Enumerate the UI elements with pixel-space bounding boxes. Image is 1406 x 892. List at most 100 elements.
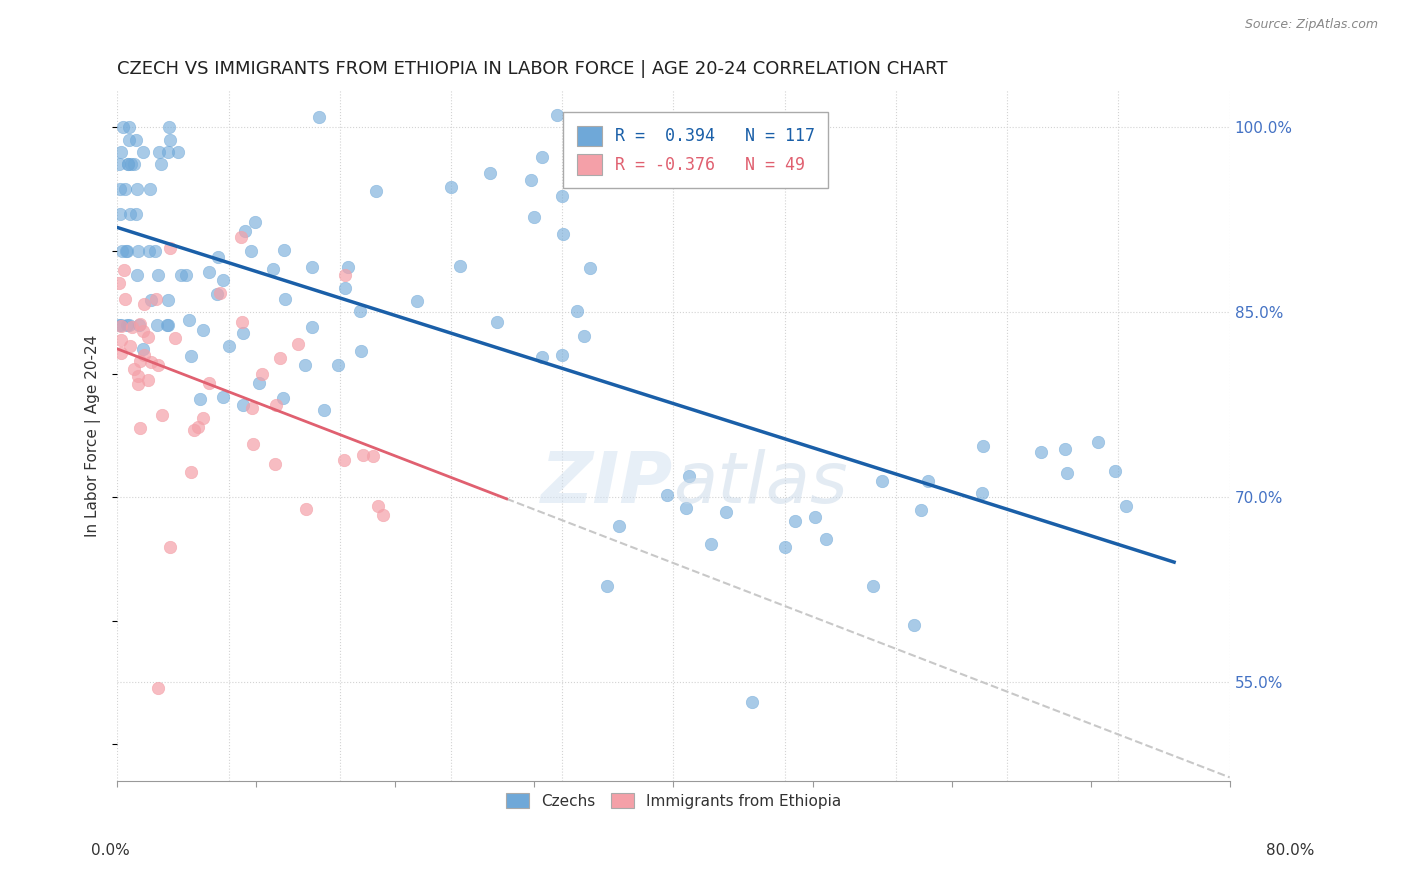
Point: [157, 120, 180, 135]
Point: [117, 157, 139, 171]
Point: [165, 331, 187, 345]
Point: [156, 145, 179, 159]
Point: [862, 579, 884, 593]
Point: [146, 268, 169, 283]
Point: [138, 182, 160, 196]
Point: [551, 348, 574, 362]
Point: [117, 120, 139, 135]
Point: [152, 408, 174, 422]
Text: Source: ZipAtlas.com: Source: ZipAtlas.com: [1244, 18, 1378, 31]
Text: CZECH VS IMMIGRANTS FROM ETHIOPIA IN LABOR FORCE | AGE 20-24 CORRELATION CHART: CZECH VS IMMIGRANTS FROM ETHIOPIA IN LAB…: [117, 60, 948, 78]
Point: [245, 215, 267, 229]
Point: [207, 251, 229, 265]
Point: [271, 391, 294, 405]
Point: [972, 439, 994, 453]
Point: [405, 293, 427, 308]
Point: [108, 157, 131, 171]
Point: [114, 262, 136, 277]
Point: [125, 133, 148, 147]
Point: [146, 681, 169, 696]
Point: [159, 133, 181, 147]
Point: [242, 436, 264, 450]
Point: [150, 157, 173, 171]
Point: [579, 261, 602, 276]
Point: [188, 392, 211, 406]
Point: [273, 292, 295, 306]
Point: [110, 346, 132, 360]
Point: [136, 373, 159, 387]
Point: [131, 145, 153, 159]
Point: [333, 281, 356, 295]
Point: [139, 293, 162, 307]
Point: [247, 376, 270, 391]
Point: [107, 318, 129, 332]
Point: [145, 292, 167, 306]
Point: [301, 320, 323, 334]
Point: [183, 423, 205, 437]
Point: [134, 348, 156, 362]
Point: [373, 508, 395, 522]
Point: [156, 318, 179, 332]
Point: [333, 268, 356, 283]
Point: [364, 184, 387, 198]
Point: [122, 362, 145, 376]
Point: [349, 303, 371, 318]
Point: [114, 244, 136, 258]
Point: [308, 110, 330, 124]
Text: 0.0%: 0.0%: [91, 843, 131, 858]
Point: [328, 358, 350, 372]
Point: [333, 452, 356, 467]
Point: [596, 579, 619, 593]
Point: [114, 292, 136, 306]
Point: [125, 206, 148, 220]
Point: [118, 318, 141, 332]
Point: [218, 339, 240, 353]
Point: [157, 293, 180, 307]
Point: [1056, 467, 1078, 481]
Text: atlas: atlas: [673, 450, 848, 518]
Point: [870, 474, 893, 488]
Point: [117, 133, 139, 147]
Point: [191, 323, 214, 337]
Point: [170, 268, 193, 283]
Point: [205, 286, 228, 301]
Point: [264, 398, 287, 412]
Point: [174, 268, 197, 283]
Point: [136, 330, 159, 344]
Point: [115, 244, 138, 258]
Point: [108, 182, 131, 196]
Point: [312, 403, 335, 417]
Point: [239, 244, 262, 259]
Point: [546, 108, 568, 122]
Legend: Czechs, Immigrants from Ethiopia: Czechs, Immigrants from Ethiopia: [501, 787, 848, 814]
Point: [367, 499, 389, 513]
Point: [970, 485, 993, 500]
Point: [198, 376, 221, 390]
Point: [232, 398, 254, 412]
Point: [110, 318, 132, 333]
Point: [148, 358, 170, 372]
Point: [336, 260, 359, 274]
Point: [128, 318, 150, 332]
Point: [269, 351, 291, 366]
Point: [479, 166, 502, 180]
Point: [551, 189, 574, 203]
Point: [122, 157, 145, 171]
Point: [520, 173, 543, 187]
Point: [350, 343, 373, 358]
Point: [111, 120, 134, 135]
Point: [159, 540, 181, 554]
Point: [294, 358, 316, 372]
Point: [191, 410, 214, 425]
Point: [910, 503, 932, 517]
Point: [262, 261, 284, 276]
Point: [143, 244, 166, 258]
Point: [128, 318, 150, 332]
Point: [1115, 500, 1137, 514]
Point: [567, 304, 589, 318]
Point: [114, 182, 136, 196]
Point: [132, 297, 155, 311]
Point: [127, 268, 149, 283]
Point: [678, 469, 700, 483]
Point: [129, 354, 152, 368]
